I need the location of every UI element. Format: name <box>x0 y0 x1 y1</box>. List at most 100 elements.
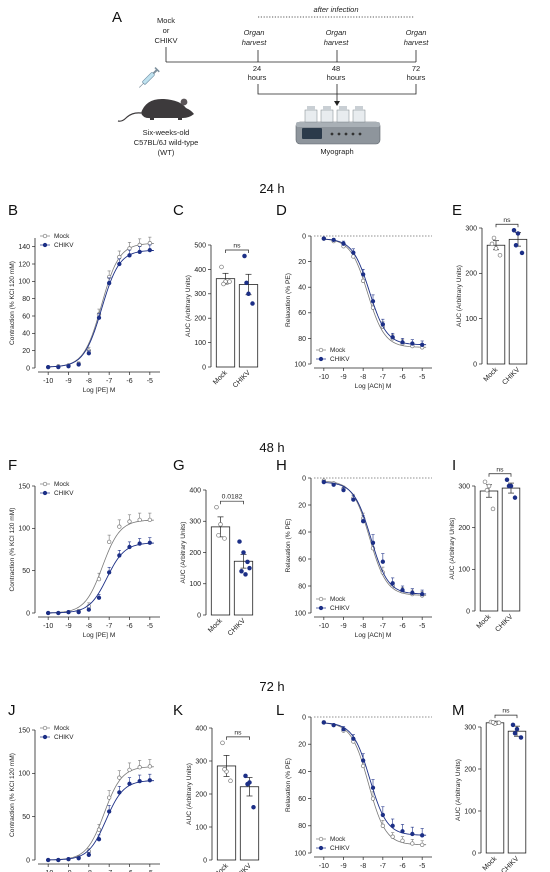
chart-k-bar: 0 100 200 300 400 AUC (Arbitrary Units) MockCH… <box>186 725 260 872</box>
data-point-chikv <box>107 570 112 575</box>
chart-d-line: 0 20 40 60 80 100 -10 -9 -8 -7 -6 -5 Log [ACh] M Rela… <box>285 233 432 390</box>
individual-point-chikv <box>515 231 521 236</box>
y-tick-label: 200 <box>458 525 470 532</box>
data-point-chikv <box>76 856 81 861</box>
fit-curve-mock <box>321 480 427 596</box>
data-point-chikv <box>370 540 376 545</box>
data-point-chikv <box>390 581 395 586</box>
y-tick-label: 100 <box>294 610 306 617</box>
bar-chikv <box>508 238 528 365</box>
data-point-chikv <box>127 544 132 550</box>
data-point-mock <box>107 795 112 800</box>
y-tick-label: 40 <box>298 529 306 536</box>
data-point-chikv <box>127 781 132 786</box>
x-tick-label: -6 <box>126 378 132 385</box>
individual-point-mock <box>214 504 219 510</box>
y-axis-label: Contraction (% KCl 120 mM) <box>9 508 16 592</box>
data-point-chikv <box>56 857 61 863</box>
legend-label-chikv: CHIKV <box>54 490 74 497</box>
individual-point-mock <box>486 483 492 489</box>
data-point-chikv <box>66 856 71 862</box>
y-tick-label: 300 <box>195 758 207 765</box>
panel-letter-b: B <box>8 202 18 219</box>
significance-label: ns <box>503 217 511 224</box>
significance-bracket <box>495 223 519 228</box>
data-point-chikv <box>400 340 405 345</box>
data-point-mock <box>127 519 132 524</box>
series-chikv <box>46 537 154 616</box>
legend-label-chikv: CHIKV <box>330 845 350 852</box>
data-point-chikv <box>66 610 71 615</box>
individual-point-mock <box>493 246 499 251</box>
category-label-chikv: CHIKV <box>494 613 514 633</box>
data-point-mock <box>147 517 152 523</box>
individual-point-chikv <box>244 280 249 286</box>
series-chikv <box>321 236 427 347</box>
legend-marker <box>42 725 48 731</box>
data-point-chikv <box>107 280 112 286</box>
individual-point-mock <box>489 241 495 247</box>
data-point-chikv <box>127 253 132 258</box>
series-chikv <box>321 479 427 597</box>
legend-label-chikv: CHIKV <box>54 734 74 741</box>
individual-point-mock <box>484 487 490 493</box>
x-tick-label: -7 <box>106 378 112 385</box>
y-tick-label: 20 <box>298 502 306 509</box>
legend-label-chikv: CHIKV <box>330 605 350 612</box>
y-axis-label: Relaxation (% PE) <box>285 758 292 812</box>
individual-point-mock <box>482 479 488 485</box>
individual-point-mock <box>490 506 496 512</box>
bar-mock <box>486 244 506 365</box>
individual-point-mock <box>222 766 227 772</box>
y-tick-label: 50 <box>22 568 30 575</box>
y-tick-label: 400 <box>189 487 201 494</box>
schematic-panel: A Mock or CHIKV after infection Organ ha… <box>112 5 429 157</box>
significance-label: ns <box>502 708 510 715</box>
y-tick-label: 500 <box>194 242 206 249</box>
y-axis-label: Relaxation (% PE) <box>285 273 292 327</box>
data-point-mock <box>117 775 122 780</box>
y-tick-label: 150 <box>18 727 30 734</box>
x-tick-label: -10 <box>319 374 329 381</box>
legend-marker <box>318 347 324 353</box>
timepoint-value: 48 <box>332 64 340 73</box>
panel-letter-f: F <box>8 457 17 474</box>
x-tick-label: -9 <box>340 623 346 630</box>
x-tick-label: -6 <box>399 863 405 870</box>
data-point-mock <box>361 278 366 283</box>
myograph-label: Myograph <box>320 147 353 156</box>
data-point-chikv <box>76 610 81 615</box>
organ-harvest-label: Organ <box>406 28 427 37</box>
y-tick-label: 200 <box>464 766 476 773</box>
data-point-mock <box>410 841 415 846</box>
data-point-chikv <box>147 540 152 545</box>
data-point-chikv <box>86 607 91 612</box>
individual-point-mock <box>222 536 227 541</box>
individual-point-chikv <box>513 242 519 248</box>
legend-marker <box>42 490 48 496</box>
individual-point-chikv <box>510 722 516 728</box>
y-tick-label: 400 <box>194 267 206 274</box>
bar-chikv <box>507 730 527 854</box>
x-tick-label: -7 <box>380 374 386 381</box>
chart-c-bar: 0 100 200 300 400 500 AUC (Arbitrary Units) Moc… <box>185 242 259 390</box>
individual-point-mock <box>216 533 221 538</box>
data-point-mock <box>137 517 142 523</box>
section-title-48h: 48 h <box>259 440 284 455</box>
bar-mock <box>216 765 237 861</box>
series-mock <box>46 512 154 616</box>
data-point-mock <box>117 524 122 529</box>
organ-harvest-label: Organ <box>244 28 265 37</box>
individual-point-mock <box>221 281 226 287</box>
organ-harvest-label-2: harvest <box>324 38 350 47</box>
legend-label-chikv: CHIKV <box>54 242 74 249</box>
data-point-chikv <box>370 785 376 790</box>
x-tick-label: -6 <box>399 374 405 381</box>
organ-harvest-label-2: harvest <box>242 38 268 47</box>
data-point-mock <box>117 254 122 260</box>
category-label-chikv: CHIKV <box>501 366 521 386</box>
data-point-chikv <box>321 479 326 485</box>
legend-label-mock: Mock <box>54 481 70 488</box>
x-tick-label: -5 <box>147 378 153 385</box>
organ-harvest-label: Organ <box>326 28 347 37</box>
